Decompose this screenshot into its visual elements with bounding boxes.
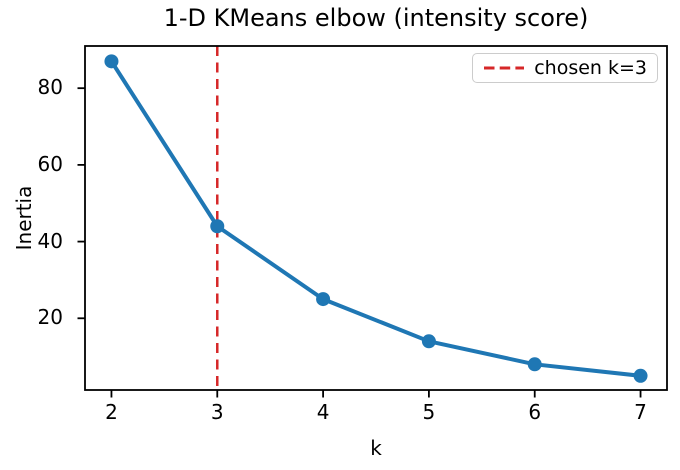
data-point: [527, 357, 542, 372]
legend-label: chosen k=3: [534, 57, 647, 79]
y-tick-label: 20: [37, 305, 63, 330]
inertia-line: [109, 59, 643, 378]
data-point: [421, 334, 436, 349]
x-tick-label: 5: [422, 400, 436, 424]
data-point: [316, 292, 331, 307]
data-point: [104, 54, 119, 69]
legend: chosen k=3: [472, 53, 658, 83]
y-tick-label: 60: [37, 151, 63, 176]
y-tick-label: 40: [37, 228, 63, 253]
y-axis-label: Inertia: [12, 185, 36, 251]
x-tick-label: 6: [528, 400, 542, 424]
x-tick-label: 3: [210, 400, 224, 424]
x-axis-label: k: [370, 436, 382, 460]
y-tick-label: 80: [37, 74, 63, 99]
x-tick-label: 2: [105, 400, 118, 424]
chart-title: 1-D KMeans elbow (intensity score): [163, 4, 589, 32]
data-point: [210, 219, 225, 234]
plot-frame: [84, 45, 668, 391]
legend-dashed-line-icon: [484, 66, 525, 70]
data-point: [633, 368, 648, 383]
x-tick-label: 7: [634, 400, 647, 424]
x-tick-label: 4: [316, 400, 330, 424]
